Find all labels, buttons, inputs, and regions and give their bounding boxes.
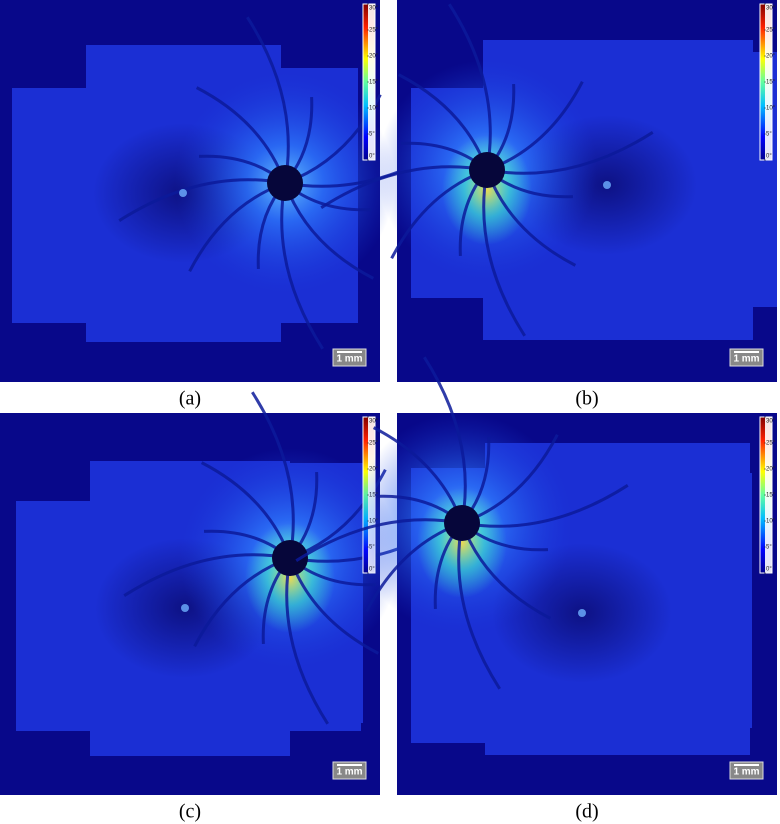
- vessel: [423, 356, 467, 524]
- colorbar-tick-label: 30°: [369, 6, 379, 12]
- colorbar-tick-label: 20°: [766, 54, 776, 60]
- colorbar-bg: [368, 4, 375, 160]
- optic-disc: [444, 505, 480, 541]
- colorbar-tick-label: 25°: [369, 441, 379, 447]
- fovea: [179, 189, 187, 197]
- colorbar-tick-label: 25°: [766, 441, 776, 447]
- vessel: [486, 131, 654, 175]
- vessel: [118, 178, 286, 222]
- colorbar-bg: [765, 4, 772, 160]
- vessel: [320, 165, 488, 209]
- scale-bar-label: 1 mm: [733, 767, 759, 778]
- colorbar-tick-label: 20°: [766, 467, 776, 473]
- colorbar-tick-label: 5°: [766, 132, 772, 138]
- colorbar-tick-label: 20°: [369, 54, 379, 60]
- vessel: [246, 16, 290, 184]
- vessel: [280, 182, 324, 350]
- panel-label: (d): [575, 801, 598, 823]
- optic-disc: [469, 152, 505, 188]
- colorbar-tick-label: 5°: [766, 545, 772, 551]
- panel-label: (c): [179, 801, 201, 823]
- panel: 0° 5° 10° 15° 20° 25° 30° 1 mm: [320, 0, 777, 382]
- optic-disc: [267, 165, 303, 201]
- colorbar-tick-label: 5°: [369, 132, 375, 138]
- fovea: [181, 604, 189, 612]
- colorbar-tick-label: 30°: [369, 419, 379, 425]
- vessel: [251, 391, 295, 559]
- scale-bar-label: 1 mm: [336, 354, 362, 365]
- vessel: [285, 557, 329, 725]
- mosaic-tile: [687, 473, 752, 728]
- panel-label: (a): [179, 388, 201, 410]
- colorbar-tick-label: 15°: [766, 80, 776, 86]
- colorbar-tick-label: 10°: [369, 106, 379, 112]
- vessel: [457, 522, 501, 690]
- scale-bar-box: [729, 348, 764, 367]
- colorbar-tick-label: 30°: [766, 419, 776, 425]
- vessel: [448, 3, 492, 171]
- colorbar-bg: [765, 417, 772, 573]
- colorbar-tick-label: 25°: [369, 28, 379, 34]
- vessel: [123, 553, 291, 597]
- vessel: [295, 518, 463, 562]
- scale-bar-label: 1 mm: [733, 354, 759, 365]
- vessel: [482, 169, 526, 337]
- panel: 0° 5° 10° 15° 20° 25° 30° 1 mm: [0, 0, 452, 382]
- colorbar-tick-label: 0°: [766, 567, 772, 573]
- panel-label: (b): [575, 388, 598, 410]
- scale-bar-box: [332, 761, 367, 780]
- colorbar-tick-label: 10°: [766, 519, 776, 525]
- scale-bar-label: 1 mm: [336, 767, 362, 778]
- fovea: [603, 181, 611, 189]
- colorbar-tick-label: 0°: [369, 154, 375, 160]
- colorbar-tick-label: 0°: [766, 154, 772, 160]
- panel: 0°5°10°15°20°25°30°1 mm: [0, 391, 457, 795]
- fovea: [578, 609, 586, 617]
- colorbar-tick-label: 15°: [766, 493, 776, 499]
- scale-bar-box: [729, 761, 764, 780]
- colorbar-tick-label: 10°: [766, 106, 776, 112]
- colorbar-tick-label: 25°: [766, 28, 776, 34]
- optic-disc: [272, 540, 308, 576]
- colorbar-tick-label: 30°: [766, 6, 776, 12]
- colorbar-tick-label: 15°: [369, 80, 379, 86]
- scale-bar-box: [332, 348, 367, 367]
- panel: 0° 5° 10° 15° 20° 25° 30° 1 mm: [295, 356, 777, 795]
- vessel: [461, 484, 629, 528]
